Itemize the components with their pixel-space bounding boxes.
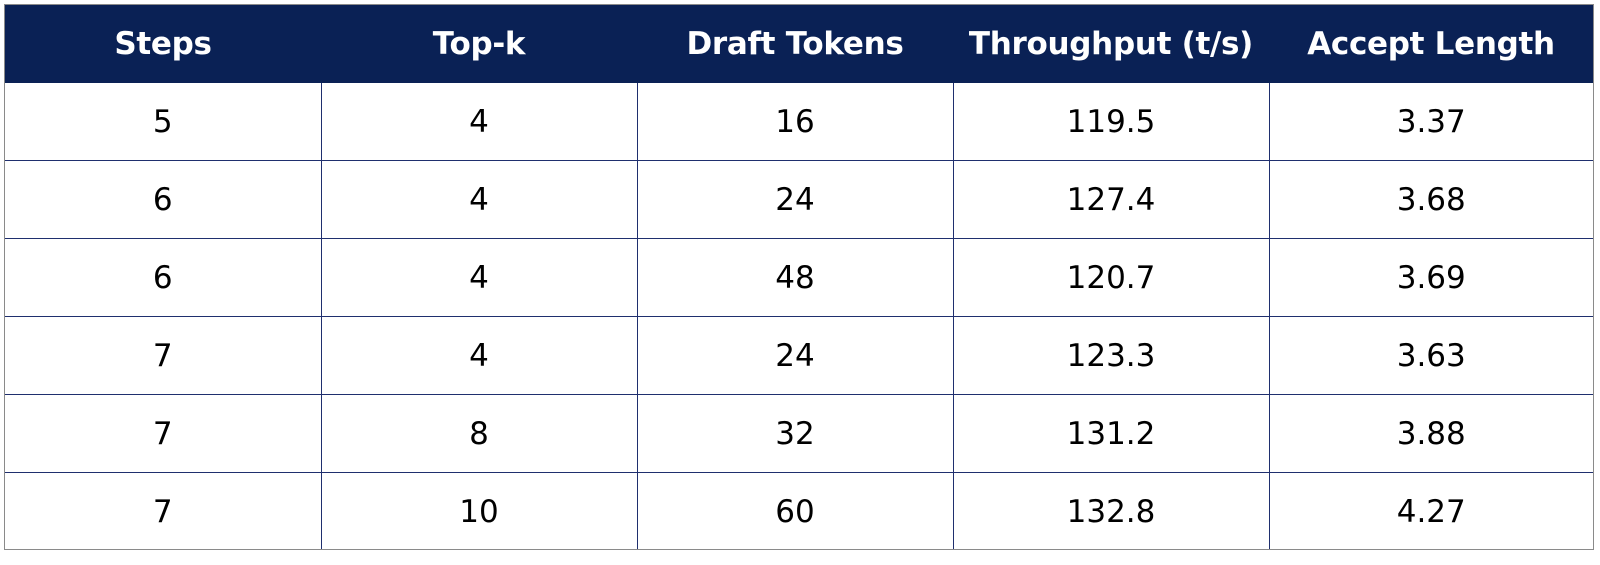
table-cell: 120.7 (952, 238, 1270, 317)
column-header-accept-length: Accept Length (1269, 5, 1593, 83)
results-table: Steps Top-k Draft Tokens Throughput (t/s… (5, 5, 1593, 549)
table-cell: 131.2 (952, 394, 1270, 473)
table-cell: 127.4 (952, 160, 1270, 239)
table-cell: 6 (5, 238, 322, 317)
table-cell: 24 (636, 160, 954, 239)
table-cell: 119.5 (952, 83, 1270, 161)
table-row: 5 4 16 119.5 3.37 (5, 83, 1593, 161)
table-cell: 132.8 (952, 472, 1270, 549)
table-cell: 4 (320, 83, 638, 161)
table-cell: 5 (5, 83, 322, 161)
table-cell: 3.69 (1268, 238, 1593, 317)
table-cell: 16 (636, 83, 954, 161)
table-cell: 123.3 (952, 316, 1270, 395)
table-cell: 60 (636, 472, 954, 549)
table-cell: 3.68 (1268, 160, 1593, 239)
table-row: 6 4 24 127.4 3.68 (5, 160, 1593, 239)
table-cell: 4 (320, 160, 638, 239)
table-row: 7 8 32 131.2 3.88 (5, 394, 1593, 473)
table-cell: 7 (5, 472, 322, 549)
table-body: 5 4 16 119.5 3.37 6 4 24 127.4 3.68 6 4 … (5, 83, 1593, 549)
table-cell: 48 (636, 238, 954, 317)
column-header-steps: Steps (5, 5, 321, 83)
results-table-frame: Steps Top-k Draft Tokens Throughput (t/s… (4, 4, 1594, 550)
header-row: Steps Top-k Draft Tokens Throughput (t/s… (5, 5, 1593, 83)
table-cell: 32 (636, 394, 954, 473)
table-cell: 7 (5, 316, 322, 395)
table-header: Steps Top-k Draft Tokens Throughput (t/s… (5, 5, 1593, 83)
table-cell: 3.37 (1268, 83, 1593, 161)
table-cell: 6 (5, 160, 322, 239)
table-cell: 10 (320, 472, 638, 549)
table-cell: 8 (320, 394, 638, 473)
table-cell: 4.27 (1268, 472, 1593, 549)
table-row: 7 10 60 132.8 4.27 (5, 472, 1593, 549)
table-row: 6 4 48 120.7 3.69 (5, 238, 1593, 317)
column-header-top-k: Top-k (321, 5, 637, 83)
column-header-draft-tokens: Draft Tokens (637, 5, 953, 83)
table-cell: 7 (5, 394, 322, 473)
table-row: 7 4 24 123.3 3.63 (5, 316, 1593, 395)
table-cell: 4 (320, 316, 638, 395)
column-header-throughput: Throughput (t/s) (953, 5, 1269, 83)
table-cell: 4 (320, 238, 638, 317)
table-cell: 3.63 (1268, 316, 1593, 395)
table-cell: 24 (636, 316, 954, 395)
table-cell: 3.88 (1268, 394, 1593, 473)
